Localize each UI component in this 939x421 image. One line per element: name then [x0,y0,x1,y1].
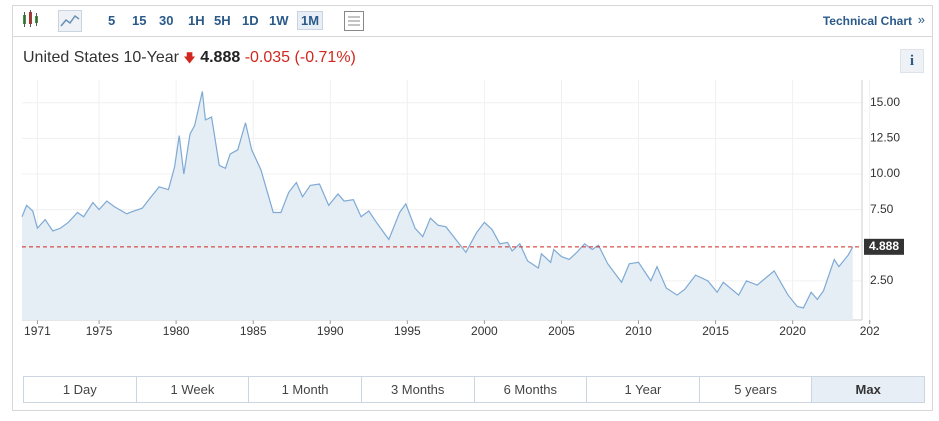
change: -0.035 [244,49,291,66]
candle-icon[interactable] [19,6,49,36]
price: 4.888 [200,49,241,66]
interval-button[interactable]: 5H [214,13,231,28]
indicator-icon[interactable] [343,10,365,32]
range-button[interactable]: 3 Months [362,377,475,402]
interval-button[interactable]: 5 [108,13,116,28]
interval-button[interactable]: 1W [269,13,289,28]
range-button[interactable]: 5 years [700,377,813,402]
instrument-name: United States 10-Year [23,49,179,66]
info-button[interactable]: i [900,49,924,73]
title-row: United States 10-Year 🡇 4.888 -0.035 (-0… [23,49,356,70]
interval-button[interactable]: 15 [132,13,147,28]
interval-button[interactable]: 1H [188,13,205,28]
interval-button[interactable]: 1M [297,11,324,30]
line-icon[interactable] [58,10,82,32]
change-pct: (-0.71%) [294,49,356,66]
range-button[interactable]: 1 Year [587,377,700,402]
down-arrow: 🡇 [183,51,196,65]
interval-button[interactable]: 30 [159,13,174,28]
toolbar: 5 15 30 1H 5H 1D 1W 1M Technical Chart » [13,6,932,37]
range-button[interactable]: 1 Week [137,377,250,402]
chart-panel: 5 15 30 1H 5H 1D 1W 1M Technical Chart » United… [12,5,933,411]
range-buttons: 1 Day 1 Week 1 Month 3 Months 6 Months 1 Year… [23,376,925,403]
range-button[interactable]: 1 Day [24,377,137,402]
technical-chart-link[interactable]: Technical Chart [822,14,912,28]
range-button[interactable]: 6 Months [475,377,588,402]
interval-button[interactable]: 1D [242,13,259,28]
range-button[interactable]: Max [812,377,924,402]
range-button[interactable]: 1 Month [249,377,362,402]
more-link[interactable]: » [917,12,925,27]
